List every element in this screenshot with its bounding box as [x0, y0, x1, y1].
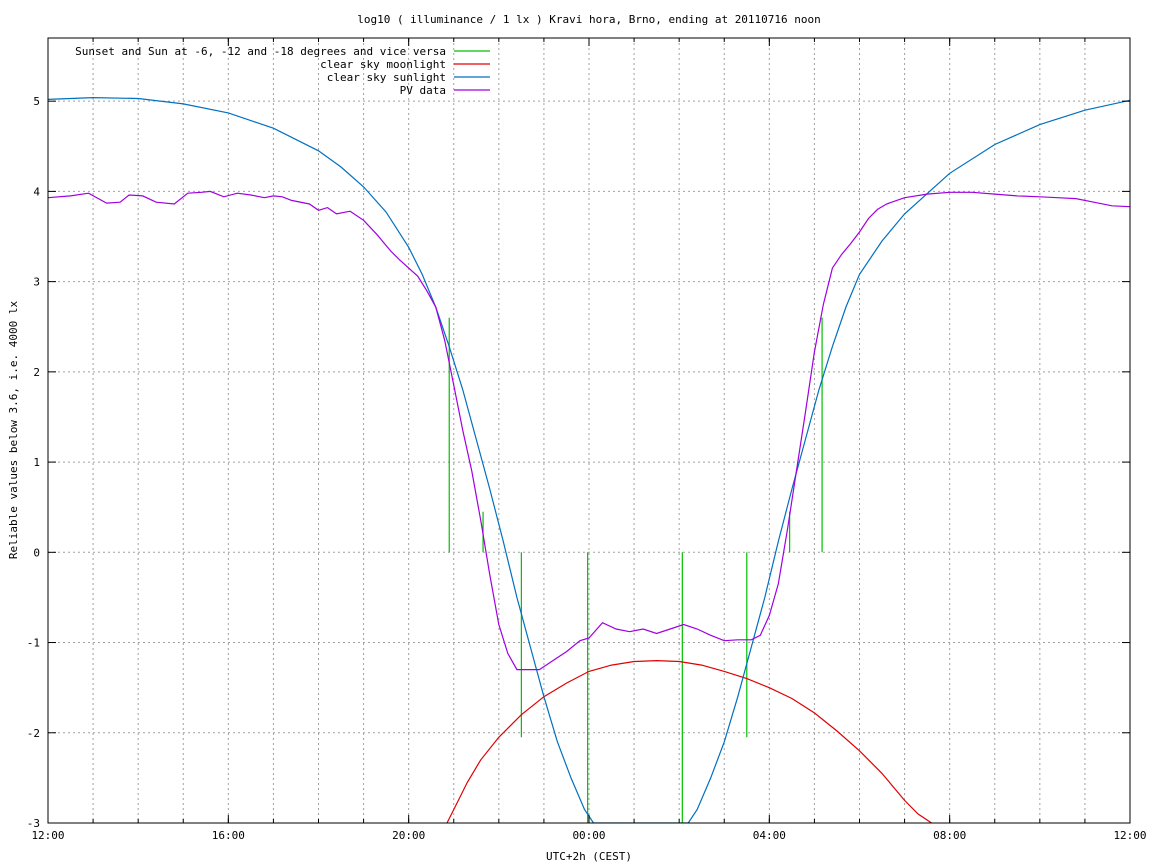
y-axis-label: Reliable values below 3.6, i.e. 4000 lx: [7, 300, 20, 559]
y-tick-label: 4: [33, 185, 40, 198]
x-tick-label: 16:00: [212, 829, 245, 842]
y-tick-label: 2: [33, 366, 40, 379]
y-tick-label: -1: [27, 637, 40, 650]
chart-title: log10 ( illuminance / 1 lx ) Kravi hora,…: [357, 13, 821, 26]
x-tick-label: 08:00: [933, 829, 966, 842]
legend-label: PV data: [400, 84, 446, 97]
series-line-clear-sky-sunlight: [48, 96, 1130, 823]
x-tick-label: 20:00: [392, 829, 425, 842]
x-tick-label: 04:00: [753, 829, 786, 842]
legend: Sunset and Sun at -6, -12 and -18 degree…: [75, 45, 490, 97]
legend-label: clear sky moonlight: [320, 58, 446, 71]
y-tick-label: -2: [27, 727, 40, 740]
y-tick-label: 0: [33, 546, 40, 559]
y-tick-label: 1: [33, 456, 40, 469]
plot-frame: [47, 37, 1131, 824]
legend-label: clear sky sunlight: [327, 71, 446, 84]
grid: [48, 38, 1130, 823]
y-tick-label: 5: [33, 95, 40, 108]
axis-ticks: -3 -2 -1 0 1 2 3 4 5 12:00 16:00 20:00 00:00 04:00 08:…: [27, 38, 1147, 842]
y-tick-label: -3: [27, 817, 40, 830]
x-axis-label: UTC+2h (CEST): [546, 850, 632, 863]
series-line-clear-sky-moonlight: [446, 659, 932, 823]
series-layer: [48, 96, 1130, 823]
series-line-pv-data: [48, 190, 1130, 671]
series-0-sun-angle-lines: [448, 317, 823, 823]
x-tick-label: 12:00: [1113, 829, 1146, 842]
x-tick-label: 12:00: [31, 829, 64, 842]
legend-label: Sunset and Sun at -6, -12 and -18 degree…: [75, 45, 446, 58]
x-tick-label: 00:00: [572, 829, 605, 842]
y-tick-label: 3: [33, 276, 40, 289]
